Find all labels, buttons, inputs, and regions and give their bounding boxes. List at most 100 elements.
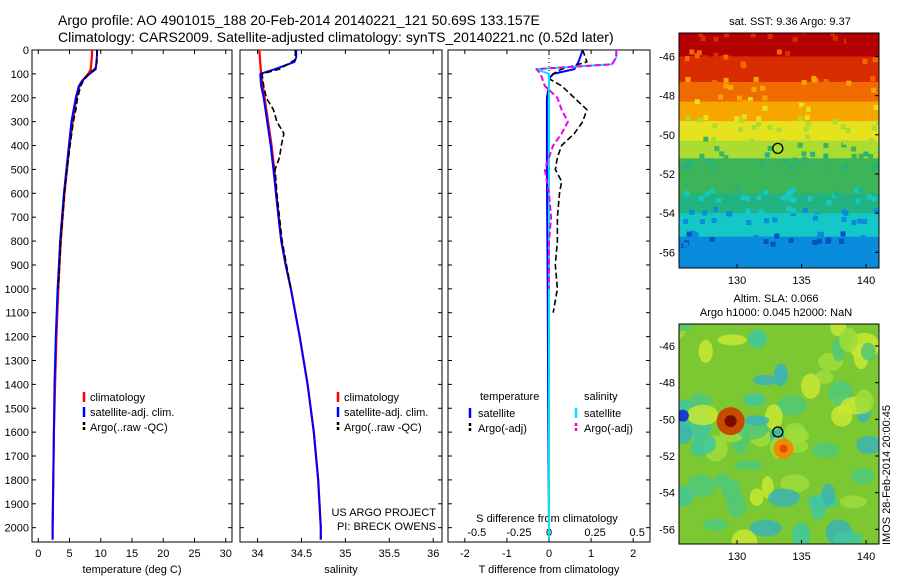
temperature-plot-frame bbox=[31, 49, 233, 543]
temperature-xtick-label: 5 bbox=[66, 548, 72, 560]
sla-eddy bbox=[691, 433, 717, 455]
sst-pixel bbox=[704, 191, 710, 197]
sla-eddy bbox=[777, 395, 807, 416]
sst-pixel bbox=[760, 162, 766, 168]
sst-pixel bbox=[807, 196, 813, 202]
sla-eddy bbox=[722, 478, 741, 503]
project-annotation: PI: BRECK OWENS bbox=[337, 521, 436, 533]
salinity-xtick-label: 36 bbox=[427, 548, 439, 560]
sst-pixel bbox=[753, 234, 759, 240]
sst-pixel bbox=[756, 121, 762, 127]
sst-pixel bbox=[785, 50, 790, 56]
sst-pixel bbox=[802, 157, 808, 163]
sst-pixel bbox=[735, 192, 741, 198]
sst-pixel bbox=[850, 86, 856, 92]
sla-eddy bbox=[833, 531, 863, 544]
sst-pixel bbox=[786, 206, 792, 212]
sla-eddy bbox=[698, 339, 713, 363]
sla-anomaly bbox=[679, 409, 689, 422]
sst-pixel bbox=[868, 154, 874, 159]
sst-pixel bbox=[847, 28, 852, 33]
sla-eddy bbox=[811, 442, 840, 458]
sst-pixel bbox=[871, 87, 877, 93]
sst-pixel bbox=[767, 145, 773, 151]
sst-map-frame bbox=[678, 32, 880, 269]
sst-pixel bbox=[719, 55, 725, 61]
difference-xlabel: T difference from climatology bbox=[479, 564, 620, 576]
sst-pixel bbox=[694, 53, 700, 59]
sla-eddy bbox=[821, 483, 836, 506]
depth-tick-label: 1200 bbox=[5, 332, 29, 344]
sst-pixel bbox=[866, 194, 872, 200]
sst-pixel bbox=[802, 207, 808, 213]
salinity-xtick-label: 34.5 bbox=[291, 548, 312, 560]
sst-pixel bbox=[711, 218, 717, 223]
sst-pixel bbox=[843, 164, 849, 170]
sst-pixel bbox=[841, 209, 847, 215]
sst-pixel bbox=[697, 117, 703, 123]
sst-pixel bbox=[871, 125, 877, 131]
difference-series-salinity_satellite bbox=[535, 50, 618, 540]
sst-pixel bbox=[812, 240, 818, 245]
s-diff-tick-label: -0.25 bbox=[506, 527, 531, 539]
sla-eddy bbox=[773, 363, 788, 387]
sst-pixel bbox=[825, 33, 831, 37]
sst-pixel bbox=[801, 38, 806, 44]
salinity-xtick-label: 35.5 bbox=[379, 548, 400, 560]
legend-header: salinity bbox=[584, 391, 618, 403]
sst-pixel bbox=[740, 195, 746, 201]
sst-pixel bbox=[743, 56, 749, 62]
sst-pixel bbox=[742, 100, 748, 105]
sst-pixel bbox=[713, 52, 719, 58]
depth-tick-label: 1500 bbox=[5, 403, 29, 415]
sst-pixel bbox=[719, 151, 725, 157]
sst-pixel bbox=[735, 164, 741, 170]
sst-pixel bbox=[812, 39, 818, 45]
depth-tick-label: 200 bbox=[11, 93, 29, 105]
sst-pixel bbox=[808, 146, 814, 152]
map-lat-label: -52 bbox=[659, 451, 675, 463]
sla-field bbox=[679, 324, 879, 544]
temperature-panel: 0100200300400500600700800900100011001200… bbox=[5, 45, 233, 576]
sst-pixel bbox=[724, 33, 730, 38]
sst-pixel bbox=[751, 87, 757, 93]
depth-tick-label: 1300 bbox=[5, 355, 29, 367]
sst-band bbox=[679, 236, 879, 268]
sst-pixel bbox=[816, 238, 822, 244]
sst-pixel bbox=[683, 242, 689, 248]
legend-label: Argo(-adj) bbox=[584, 423, 633, 435]
sst-pixel bbox=[776, 196, 782, 202]
sst-pixel bbox=[858, 187, 864, 193]
sst-pixel bbox=[764, 218, 769, 224]
sst-pixel bbox=[788, 237, 794, 243]
s-diff-tick-label: 0.5 bbox=[630, 527, 645, 539]
sst-pixel bbox=[862, 58, 868, 64]
depth-tick-label: 1100 bbox=[5, 308, 29, 320]
sst-pixel bbox=[720, 103, 726, 109]
sla-map-title-1: Altim. SLA: 0.066 bbox=[734, 293, 819, 305]
sst-pixel bbox=[727, 55, 733, 61]
sla-eddy bbox=[815, 370, 834, 384]
sst-pixel bbox=[723, 54, 729, 60]
sst-pixel bbox=[699, 153, 705, 159]
sst-pixel bbox=[679, 34, 685, 40]
sla-eddy bbox=[702, 518, 729, 531]
sst-pixel bbox=[785, 103, 791, 109]
sst-pixel bbox=[723, 77, 729, 83]
sst-pixel bbox=[720, 238, 726, 244]
temperature-xlabel: temperature (deg C) bbox=[82, 564, 181, 576]
sst-pixel bbox=[745, 208, 751, 214]
legend-label: Argo(..raw -QC) bbox=[344, 422, 422, 434]
sst-pixel bbox=[820, 217, 826, 223]
sst-pixel bbox=[737, 95, 742, 101]
sst-pixel bbox=[686, 231, 692, 237]
sst-pixel bbox=[685, 56, 690, 62]
temperature-xtick-label: 20 bbox=[157, 548, 169, 560]
sst-pixel bbox=[792, 157, 798, 163]
sst-pixel bbox=[876, 120, 879, 126]
legend-label: satellite bbox=[478, 408, 515, 420]
sla-eddy bbox=[764, 404, 783, 430]
sst-pixel bbox=[726, 211, 731, 217]
sst-pixel bbox=[863, 33, 869, 35]
